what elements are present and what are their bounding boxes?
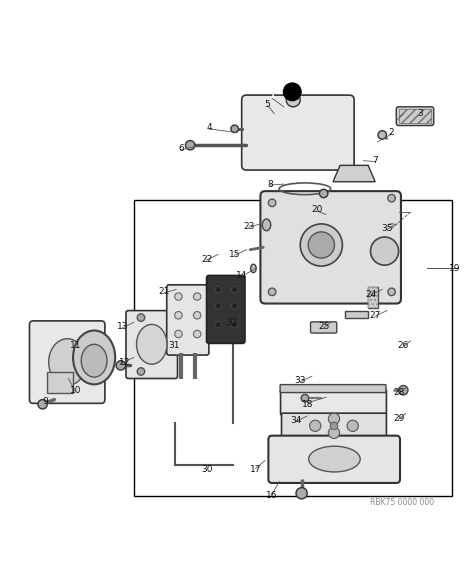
Text: 14: 14: [236, 271, 247, 280]
Circle shape: [38, 400, 47, 409]
FancyBboxPatch shape: [260, 191, 401, 303]
Bar: [134, 200, 453, 496]
Ellipse shape: [309, 446, 360, 472]
Text: 34: 34: [290, 416, 301, 425]
FancyBboxPatch shape: [268, 435, 400, 483]
Text: 9: 9: [42, 397, 48, 406]
Ellipse shape: [49, 339, 86, 386]
Text: 30: 30: [201, 466, 212, 474]
Text: 24: 24: [365, 290, 376, 299]
Text: 19: 19: [449, 264, 461, 273]
Text: 20: 20: [311, 206, 322, 214]
Text: 17: 17: [250, 466, 262, 474]
Circle shape: [193, 330, 201, 338]
Text: 8: 8: [267, 179, 273, 189]
Circle shape: [231, 321, 238, 328]
Ellipse shape: [81, 345, 107, 377]
Text: 35: 35: [381, 224, 392, 233]
Text: 1: 1: [269, 90, 275, 100]
Circle shape: [388, 288, 395, 296]
Circle shape: [330, 422, 337, 430]
Circle shape: [193, 293, 201, 301]
Text: 22: 22: [201, 255, 212, 263]
Circle shape: [268, 199, 276, 207]
Circle shape: [371, 237, 399, 265]
Text: 12: 12: [119, 358, 130, 367]
Text: 13: 13: [117, 323, 128, 331]
Text: 18: 18: [301, 400, 313, 409]
Ellipse shape: [137, 324, 167, 364]
FancyBboxPatch shape: [207, 276, 245, 343]
Circle shape: [231, 125, 238, 133]
Circle shape: [175, 330, 182, 338]
FancyBboxPatch shape: [310, 322, 337, 333]
Circle shape: [328, 413, 339, 424]
Text: RBK75 0000 000: RBK75 0000 000: [370, 499, 434, 507]
Circle shape: [378, 131, 386, 139]
Circle shape: [231, 286, 238, 293]
Circle shape: [286, 93, 300, 107]
FancyBboxPatch shape: [29, 321, 105, 404]
Text: 7: 7: [372, 156, 378, 165]
Circle shape: [185, 141, 195, 150]
Text: 27: 27: [370, 311, 381, 320]
Circle shape: [308, 232, 335, 258]
Text: 33: 33: [294, 376, 306, 386]
Text: 23: 23: [243, 222, 255, 231]
FancyBboxPatch shape: [242, 95, 354, 170]
Circle shape: [193, 312, 201, 319]
Text: 31: 31: [168, 341, 180, 350]
Circle shape: [215, 321, 221, 328]
Circle shape: [175, 312, 182, 319]
Circle shape: [301, 394, 309, 402]
Text: 5: 5: [264, 100, 270, 109]
Ellipse shape: [262, 219, 271, 230]
Text: 6: 6: [178, 145, 183, 153]
Text: 26: 26: [398, 341, 409, 350]
FancyBboxPatch shape: [396, 107, 434, 126]
Circle shape: [268, 288, 276, 296]
Text: 32: 32: [227, 318, 238, 327]
Bar: [368, 287, 378, 308]
Ellipse shape: [251, 264, 256, 273]
Text: 21: 21: [159, 287, 170, 296]
FancyBboxPatch shape: [282, 413, 386, 438]
Circle shape: [215, 303, 221, 309]
Circle shape: [347, 420, 358, 431]
Circle shape: [300, 224, 342, 266]
Circle shape: [175, 293, 182, 301]
Circle shape: [284, 83, 301, 100]
Circle shape: [399, 386, 408, 395]
FancyBboxPatch shape: [280, 384, 386, 393]
Text: 29: 29: [393, 414, 404, 423]
Polygon shape: [345, 310, 368, 318]
Circle shape: [328, 427, 339, 438]
Text: 2: 2: [389, 128, 394, 137]
Circle shape: [116, 361, 126, 370]
Circle shape: [319, 189, 328, 197]
Text: 11: 11: [70, 341, 81, 350]
Text: 25: 25: [318, 323, 329, 331]
Polygon shape: [333, 166, 375, 182]
Text: 10: 10: [70, 386, 81, 395]
Text: 4: 4: [206, 123, 212, 133]
Ellipse shape: [73, 331, 115, 384]
FancyBboxPatch shape: [126, 310, 177, 379]
Circle shape: [137, 314, 145, 321]
FancyBboxPatch shape: [167, 285, 209, 355]
Text: 16: 16: [266, 491, 278, 500]
Text: 15: 15: [229, 250, 240, 259]
Text: 28: 28: [393, 388, 404, 397]
Circle shape: [296, 488, 307, 499]
Text: 3: 3: [417, 109, 422, 118]
Circle shape: [231, 303, 238, 309]
Circle shape: [137, 368, 145, 375]
Circle shape: [310, 420, 321, 431]
Circle shape: [388, 195, 395, 202]
FancyBboxPatch shape: [281, 390, 386, 415]
Bar: [47, 372, 73, 394]
Circle shape: [215, 286, 221, 293]
